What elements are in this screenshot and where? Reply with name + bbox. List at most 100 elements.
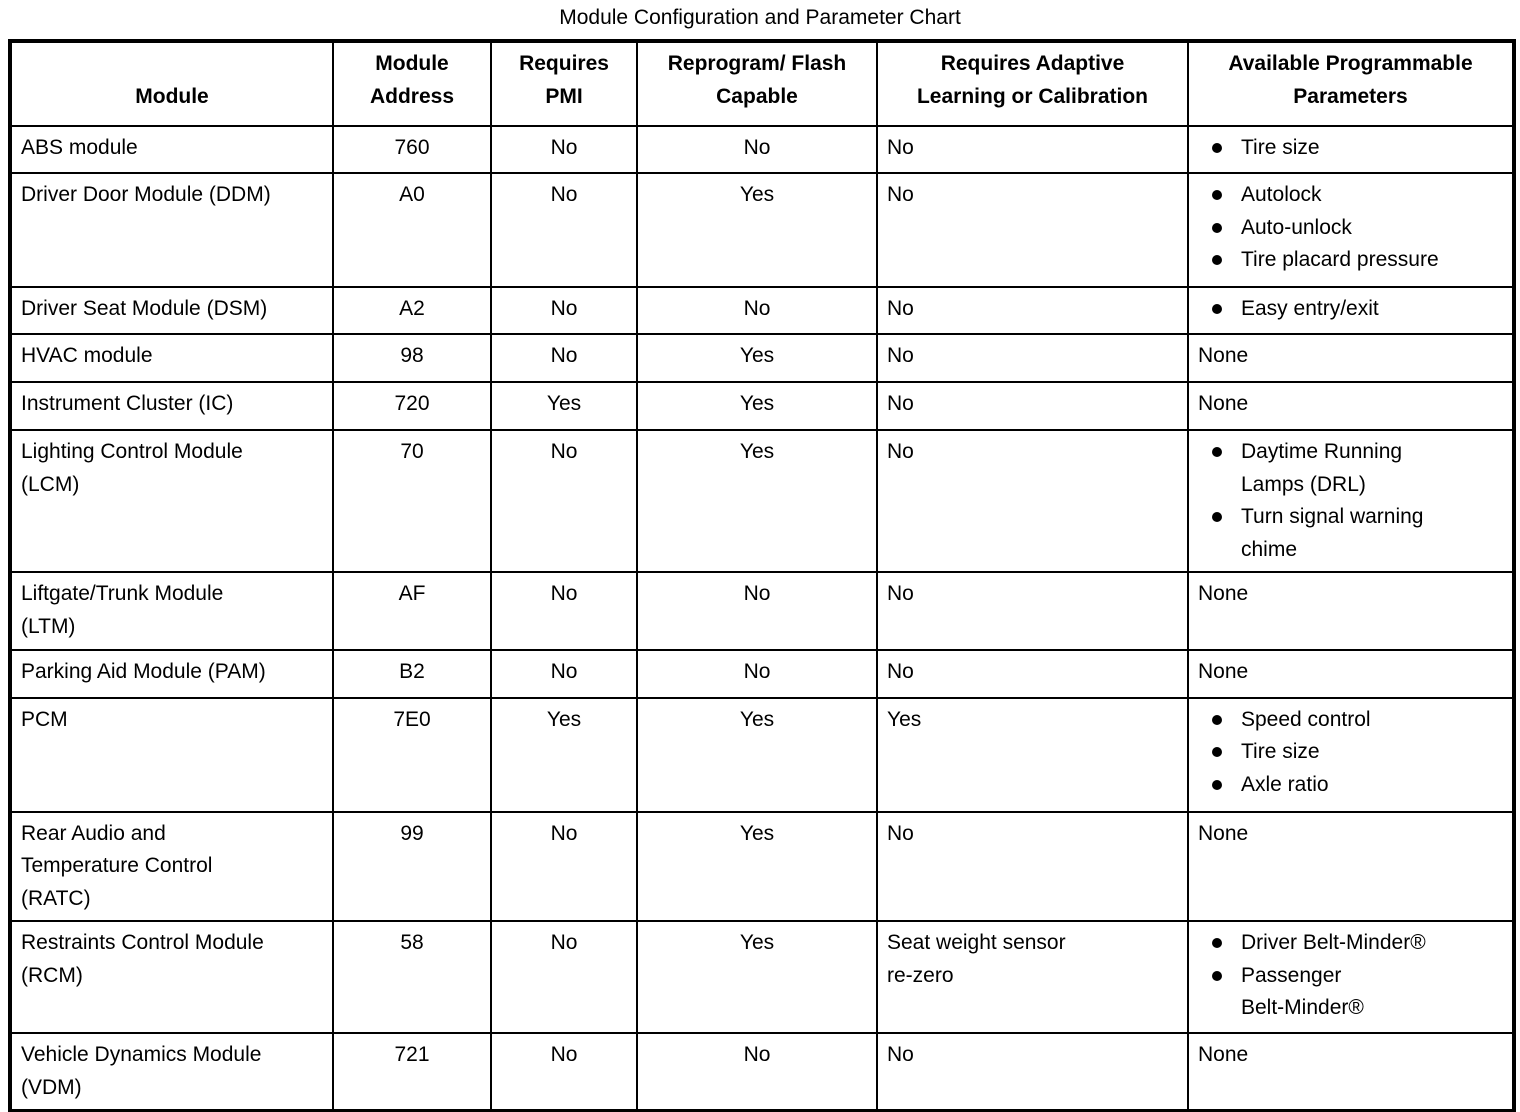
cell-requires-pmi: No [490, 333, 638, 384]
parameter-text: Passenger Belt-Minder® [1241, 963, 1364, 1020]
parameter-text: Tire size [1241, 740, 1320, 764]
cell-flash-capable: Yes [636, 920, 878, 1035]
parameter-item: Auto-unlock [1198, 212, 1503, 245]
cell-flash-capable: Yes [636, 696, 878, 813]
cell-module-address: 7E0 [332, 696, 492, 813]
parameter-item: Axle ratio [1198, 769, 1503, 802]
cell-module-address: B2 [332, 648, 492, 699]
parameter-item: Tire placard pressure [1198, 244, 1503, 277]
parameter-list: Easy entry/exit [1198, 293, 1503, 326]
cell-flash-capable: No [636, 286, 878, 336]
cell-module-address: 99 [332, 810, 492, 923]
cell-parameters: None [1187, 1032, 1515, 1112]
parameter-list: Autolock Auto-unlock Tire placard pressure [1198, 179, 1503, 277]
cell-flash-capable: No [636, 571, 878, 651]
cell-adaptive-learning: No [876, 125, 1189, 175]
cell-parameters: Autolock Auto-unlock Tire placard pressure [1187, 172, 1515, 289]
bullet-icon [1212, 779, 1222, 790]
parameter-item: Tire size [1198, 736, 1503, 769]
cell-flash-capable: No [636, 648, 878, 699]
parameter-text: Auto-unlock [1241, 215, 1352, 239]
cell-requires-pmi: No [490, 810, 638, 923]
cell-module: Lighting Control Module (LCM) [9, 429, 334, 574]
table-body: ABS module 760 No No No Tire size Driver Door … [9, 125, 1515, 1112]
table-row: ABS module 760 No No No Tire size [9, 125, 1515, 175]
table-row: Parking Aid Module (PAM) B2 No No No None [9, 648, 1515, 699]
cell-requires-pmi: Yes [490, 696, 638, 813]
column-header: Available Programmable Parameters [1187, 40, 1515, 128]
cell-module-address: 721 [332, 1032, 492, 1112]
cell-adaptive-learning: No [876, 571, 1189, 651]
cell-module: Liftgate/Trunk Module (LTM) [9, 571, 334, 651]
cell-adaptive-learning: No [876, 333, 1189, 384]
bullet-icon [1212, 938, 1222, 949]
parameter-list: Daytime Running Lamps (DRL) Turn signal w… [1198, 436, 1503, 566]
cell-module-address: A2 [332, 286, 492, 336]
parameter-item: Autolock [1198, 179, 1503, 212]
cell-parameters: None [1187, 333, 1515, 384]
cell-module: Driver Door Module (DDM) [9, 172, 334, 289]
cell-requires-pmi: No [490, 286, 638, 336]
cell-requires-pmi: No [490, 920, 638, 1035]
cell-module-address: 720 [332, 381, 492, 432]
cell-adaptive-learning: No [876, 648, 1189, 699]
parameter-list: Driver Belt-Minder® Passenger Belt-Minder… [1198, 927, 1503, 1025]
parameter-item: Speed control [1198, 704, 1503, 737]
parameter-text: Easy entry/exit [1241, 297, 1379, 321]
cell-module: Parking Aid Module (PAM) [9, 648, 334, 699]
cell-requires-pmi: No [490, 125, 638, 175]
module-configuration-table: Module Module Address Requires PMI Reprogra… [8, 39, 1516, 1112]
cell-adaptive-learning: No [876, 1032, 1189, 1112]
bullet-icon [1212, 222, 1222, 233]
cell-module-address: 58 [332, 920, 492, 1035]
cell-flash-capable: No [636, 1032, 878, 1112]
cell-module: HVAC module [9, 333, 334, 384]
cell-module-address: A0 [332, 172, 492, 289]
bullet-icon [1212, 512, 1222, 523]
cell-parameters: Driver Belt-Minder® Passenger Belt-Minder… [1187, 920, 1515, 1035]
cell-module: Instrument Cluster (IC) [9, 381, 334, 432]
parameter-text: Tire size [1241, 136, 1320, 160]
cell-adaptive-learning: Seat weight sensor re-zero [876, 920, 1189, 1035]
parameter-text: Turn signal warning chime [1241, 505, 1424, 561]
table-header: Module Module Address Requires PMI Reprogra… [9, 40, 1515, 128]
cell-flash-capable: No [636, 125, 878, 175]
column-header: Reprogram/ Flash Capable [636, 40, 878, 128]
table-row: Liftgate/Trunk Module (LTM) AF No No No None [9, 571, 1515, 651]
parameter-text: Driver Belt-Minder® [1241, 931, 1426, 955]
parameter-item: Tire size [1198, 132, 1503, 165]
cell-parameters: None [1187, 571, 1515, 651]
cell-requires-pmi: No [490, 429, 638, 574]
page-title: Module Configuration and Parameter Chart [559, 6, 961, 29]
cell-requires-pmi: No [490, 571, 638, 651]
cell-module-address: 98 [332, 333, 492, 384]
cell-flash-capable: Yes [636, 381, 878, 432]
cell-requires-pmi: No [490, 648, 638, 699]
cell-flash-capable: Yes [636, 333, 878, 384]
cell-requires-pmi: No [490, 1032, 638, 1112]
cell-adaptive-learning: No [876, 810, 1189, 923]
table-row: Driver Door Module (DDM) A0 No Yes No Autoloc… [9, 172, 1515, 289]
cell-parameters: None [1187, 381, 1515, 432]
cell-flash-capable: Yes [636, 429, 878, 574]
cell-parameters: None [1187, 810, 1515, 923]
bullet-icon [1212, 970, 1222, 981]
table-row: Restraints Control Module (RCM) 58 No Yes Se… [9, 920, 1515, 1035]
cell-adaptive-learning: No [876, 286, 1189, 336]
table-row: Instrument Cluster (IC) 720 Yes Yes No None [9, 381, 1515, 432]
table-row: Lighting Control Module (LCM) 70 No Yes No Da… [9, 429, 1515, 574]
cell-parameters: Daytime Running Lamps (DRL) Turn signal w… [1187, 429, 1515, 574]
cell-module: ABS module [9, 125, 334, 175]
cell-adaptive-learning: No [876, 172, 1189, 289]
cell-requires-pmi: No [490, 172, 638, 289]
column-header: Requires Adaptive Learning or Calibratio… [876, 40, 1189, 128]
parameter-item: Passenger Belt-Minder® [1198, 960, 1503, 1025]
table-row: HVAC module 98 No Yes No None [9, 333, 1515, 384]
cell-flash-capable: Yes [636, 810, 878, 923]
cell-requires-pmi: Yes [490, 381, 638, 432]
header-row: Module Module Address Requires PMI Reprogra… [9, 40, 1515, 128]
parameter-item: Easy entry/exit [1198, 293, 1503, 326]
cell-parameters: Speed control Tire size Axle ratio [1187, 696, 1515, 813]
column-header: Module Address [332, 40, 492, 128]
cell-parameters: Tire size [1187, 125, 1515, 175]
